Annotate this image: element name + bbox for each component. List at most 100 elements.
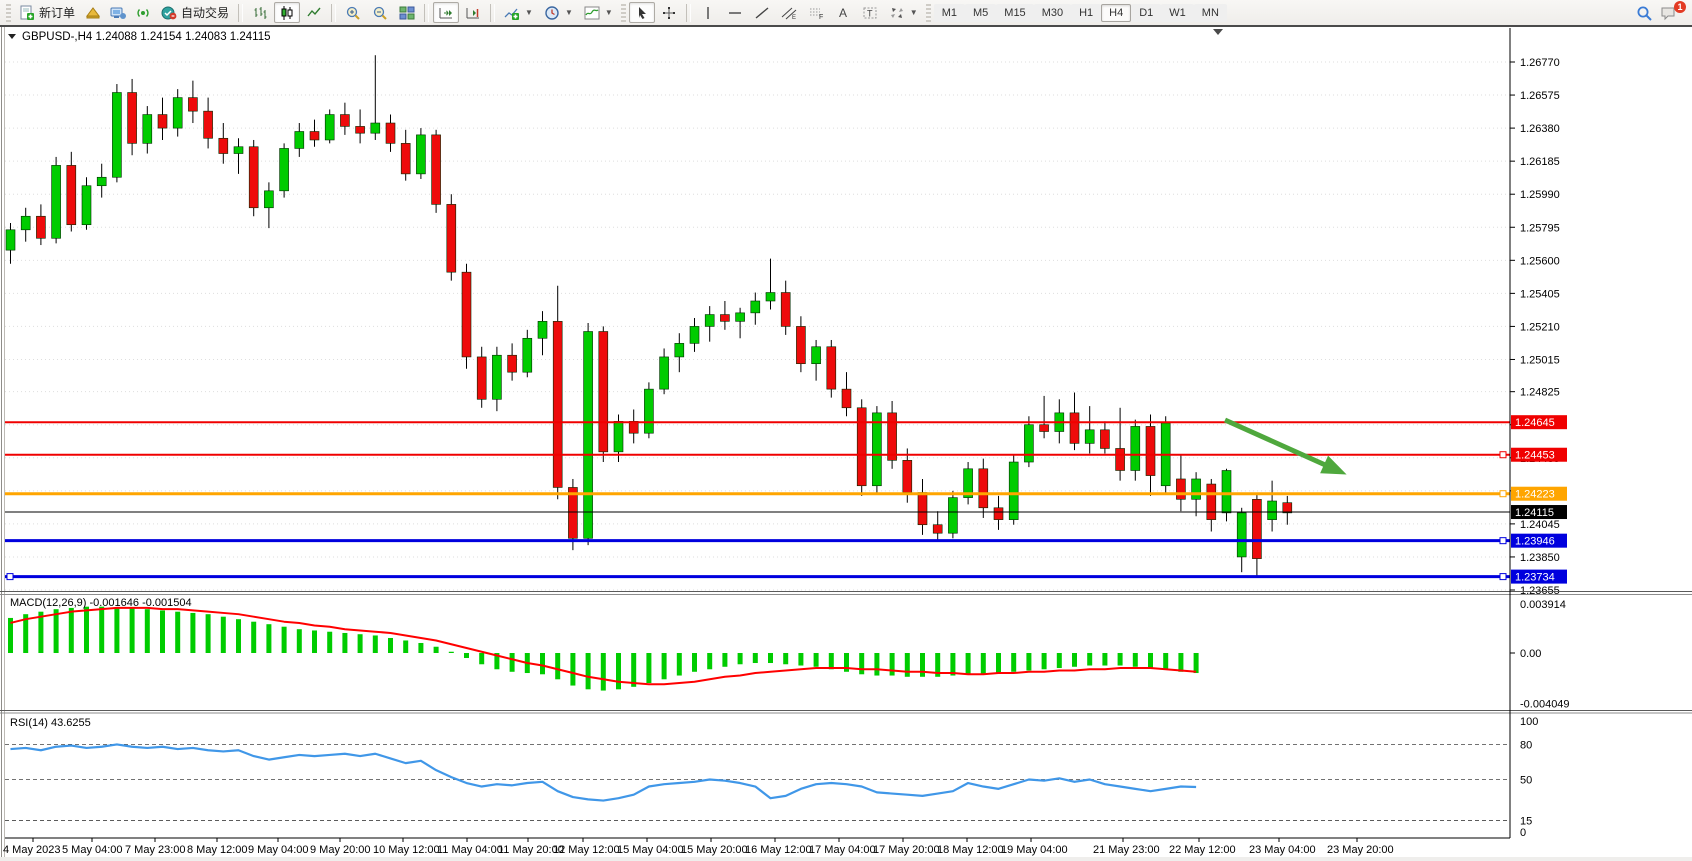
candlestick-chart-button[interactable] xyxy=(274,2,301,23)
horizontal-line-icon xyxy=(727,5,743,21)
indicators-button[interactable]: ▼ xyxy=(499,2,538,23)
timeframe-h1[interactable]: H1 xyxy=(1071,3,1102,22)
macd-histogram-bar xyxy=(828,653,834,670)
trend-arrow[interactable] xyxy=(1223,417,1347,475)
candle-bear xyxy=(340,114,350,127)
notification-badge: 1 xyxy=(1674,0,1686,13)
channel-tool-button[interactable]: E xyxy=(776,2,802,23)
candle-bear xyxy=(309,131,320,141)
macd-histogram-bar xyxy=(129,607,135,653)
rsi-scale-label: 100 xyxy=(1520,716,1538,728)
horizontal-line-tool-button[interactable] xyxy=(722,2,748,23)
time-axis-label: 23 May 20:00 xyxy=(1327,844,1394,856)
zoom-in-button[interactable] xyxy=(340,2,366,23)
templates-icon xyxy=(584,5,600,21)
chart-shift-button[interactable] xyxy=(460,2,486,23)
new-order-button[interactable]: 新订单 xyxy=(14,2,80,23)
candle-bull xyxy=(704,314,715,327)
arrows-tool-button[interactable]: ▼ xyxy=(884,2,923,23)
toolbar-right-group: 1 xyxy=(1636,0,1688,21)
candle-bear xyxy=(446,204,457,273)
macd-histogram-bar xyxy=(661,653,667,680)
search-icon[interactable] xyxy=(1636,5,1652,21)
trendline-tool-button[interactable] xyxy=(749,2,775,23)
macd-scale-label: -0.004049 xyxy=(1520,699,1570,711)
time-axis-label: 21 May 23:00 xyxy=(1093,844,1160,856)
timeframe-m15[interactable]: M15 xyxy=(996,3,1034,22)
candle-bull xyxy=(81,185,92,226)
time-axis[interactable]: 4 May 2023 5 May 04:00 7 May 23:00 8 May 12… xyxy=(3,838,1394,856)
auto-scroll-button[interactable] xyxy=(433,2,460,23)
macd-pane[interactable]: 0.003914 0.00 -0.004049 MACD(12,26,9) -0.00… xyxy=(8,597,1570,711)
timeframe-w1[interactable]: W1 xyxy=(1161,3,1194,22)
macd-scale-label: 0.003914 xyxy=(1520,599,1566,611)
candle-bull xyxy=(963,468,973,498)
svg-text:1.24645: 1.24645 xyxy=(1515,417,1555,429)
profile-icon[interactable] xyxy=(85,5,101,21)
bar-chart-button[interactable] xyxy=(247,2,273,23)
macd-histogram-bar xyxy=(53,609,59,653)
main-price-pane[interactable]: 1.26770 1.26575 1.26380 1.26185 1.25990 1.257… xyxy=(5,55,1560,597)
time-axis-label: 19 May 04:00 xyxy=(1001,844,1068,856)
timeframe-mn[interactable]: MN xyxy=(1193,3,1227,22)
price-tick-label: 1.24825 xyxy=(1520,387,1560,399)
vertical-line-tool-button[interactable] xyxy=(695,2,721,23)
tile-windows-button[interactable] xyxy=(394,2,420,23)
timeframe-m1[interactable]: M1 xyxy=(933,3,965,22)
chart-canvas[interactable]: 1.26770 1.26575 1.26380 1.26185 1.25990 1.257… xyxy=(0,25,1692,861)
macd-histogram-bar xyxy=(23,614,29,653)
signals-icon[interactable] xyxy=(135,5,151,21)
chart-top-border xyxy=(0,25,1692,27)
chart-window[interactable]: 1.26770 1.26575 1.26380 1.26185 1.25990 1.257… xyxy=(0,25,1692,861)
timeframe-h4[interactable]: H4 xyxy=(1101,3,1132,22)
macd-histogram-bar xyxy=(1072,653,1077,667)
candle-bear xyxy=(826,346,837,390)
toolbar-separator xyxy=(331,3,337,22)
price-tag: 1.23734 xyxy=(1511,569,1567,584)
timeframe-d1[interactable]: D1 xyxy=(1131,3,1162,22)
time-axis-label: 15 May 20:00 xyxy=(681,844,748,856)
zoom-out-icon xyxy=(372,5,388,21)
time-axis-label: 11 May 20:00 xyxy=(498,844,564,856)
fibonacci-tool-button[interactable]: F xyxy=(803,2,829,23)
candle-bull xyxy=(872,412,882,487)
candle-bear xyxy=(978,468,989,509)
macd-histogram-bar xyxy=(388,637,393,653)
price-tag: 1.24115 xyxy=(1511,505,1567,519)
price-tick-label: 1.26770 xyxy=(1520,57,1560,69)
candle-bull xyxy=(264,190,274,209)
chart-shift-marker[interactable] xyxy=(1213,29,1223,35)
timeframe-m5[interactable]: M5 xyxy=(965,3,997,22)
macd-histogram-bar xyxy=(8,617,13,653)
rsi-pane[interactable]: 100 80 50 150 RSI(14) 43.6255 xyxy=(5,716,1538,839)
macd-histogram-bar xyxy=(1056,653,1062,669)
text-label-tool-button[interactable]: T xyxy=(857,2,883,23)
price-tick-label: 1.23850 xyxy=(1520,552,1560,564)
timeframe-m30[interactable]: M30 xyxy=(1033,3,1072,22)
templates-button[interactable]: ▼ xyxy=(579,2,618,23)
macd-histogram-bar xyxy=(175,611,181,653)
candle-bear xyxy=(598,331,609,453)
svg-text:1.24115: 1.24115 xyxy=(1515,507,1554,519)
bar-chart-icon xyxy=(252,5,268,21)
candle-bear xyxy=(780,292,791,327)
fibonacci-icon: F xyxy=(808,5,824,21)
zoom-out-button[interactable] xyxy=(367,2,393,23)
macd-histogram-bar xyxy=(372,635,378,653)
line-chart-button[interactable] xyxy=(301,2,327,23)
periods-button[interactable]: ▼ xyxy=(539,2,578,23)
cursor-tool-button[interactable] xyxy=(628,2,655,23)
tile-windows-icon xyxy=(399,5,415,21)
macd-histogram-bar xyxy=(357,634,363,653)
autotrading-button[interactable]: 自动交易 xyxy=(156,2,234,23)
macd-histogram-bar xyxy=(236,619,241,653)
crosshair-tool-button[interactable] xyxy=(656,2,682,23)
terminal-icon[interactable] xyxy=(110,5,127,21)
notifications-icon[interactable]: 1 xyxy=(1660,0,1686,21)
crosshair-icon xyxy=(661,5,677,21)
macd-histogram-bar xyxy=(1087,653,1093,666)
candle-bull xyxy=(948,497,958,534)
text-tool-button[interactable]: A xyxy=(830,2,856,23)
time-axis-label: 15 May 04:00 xyxy=(617,844,684,856)
